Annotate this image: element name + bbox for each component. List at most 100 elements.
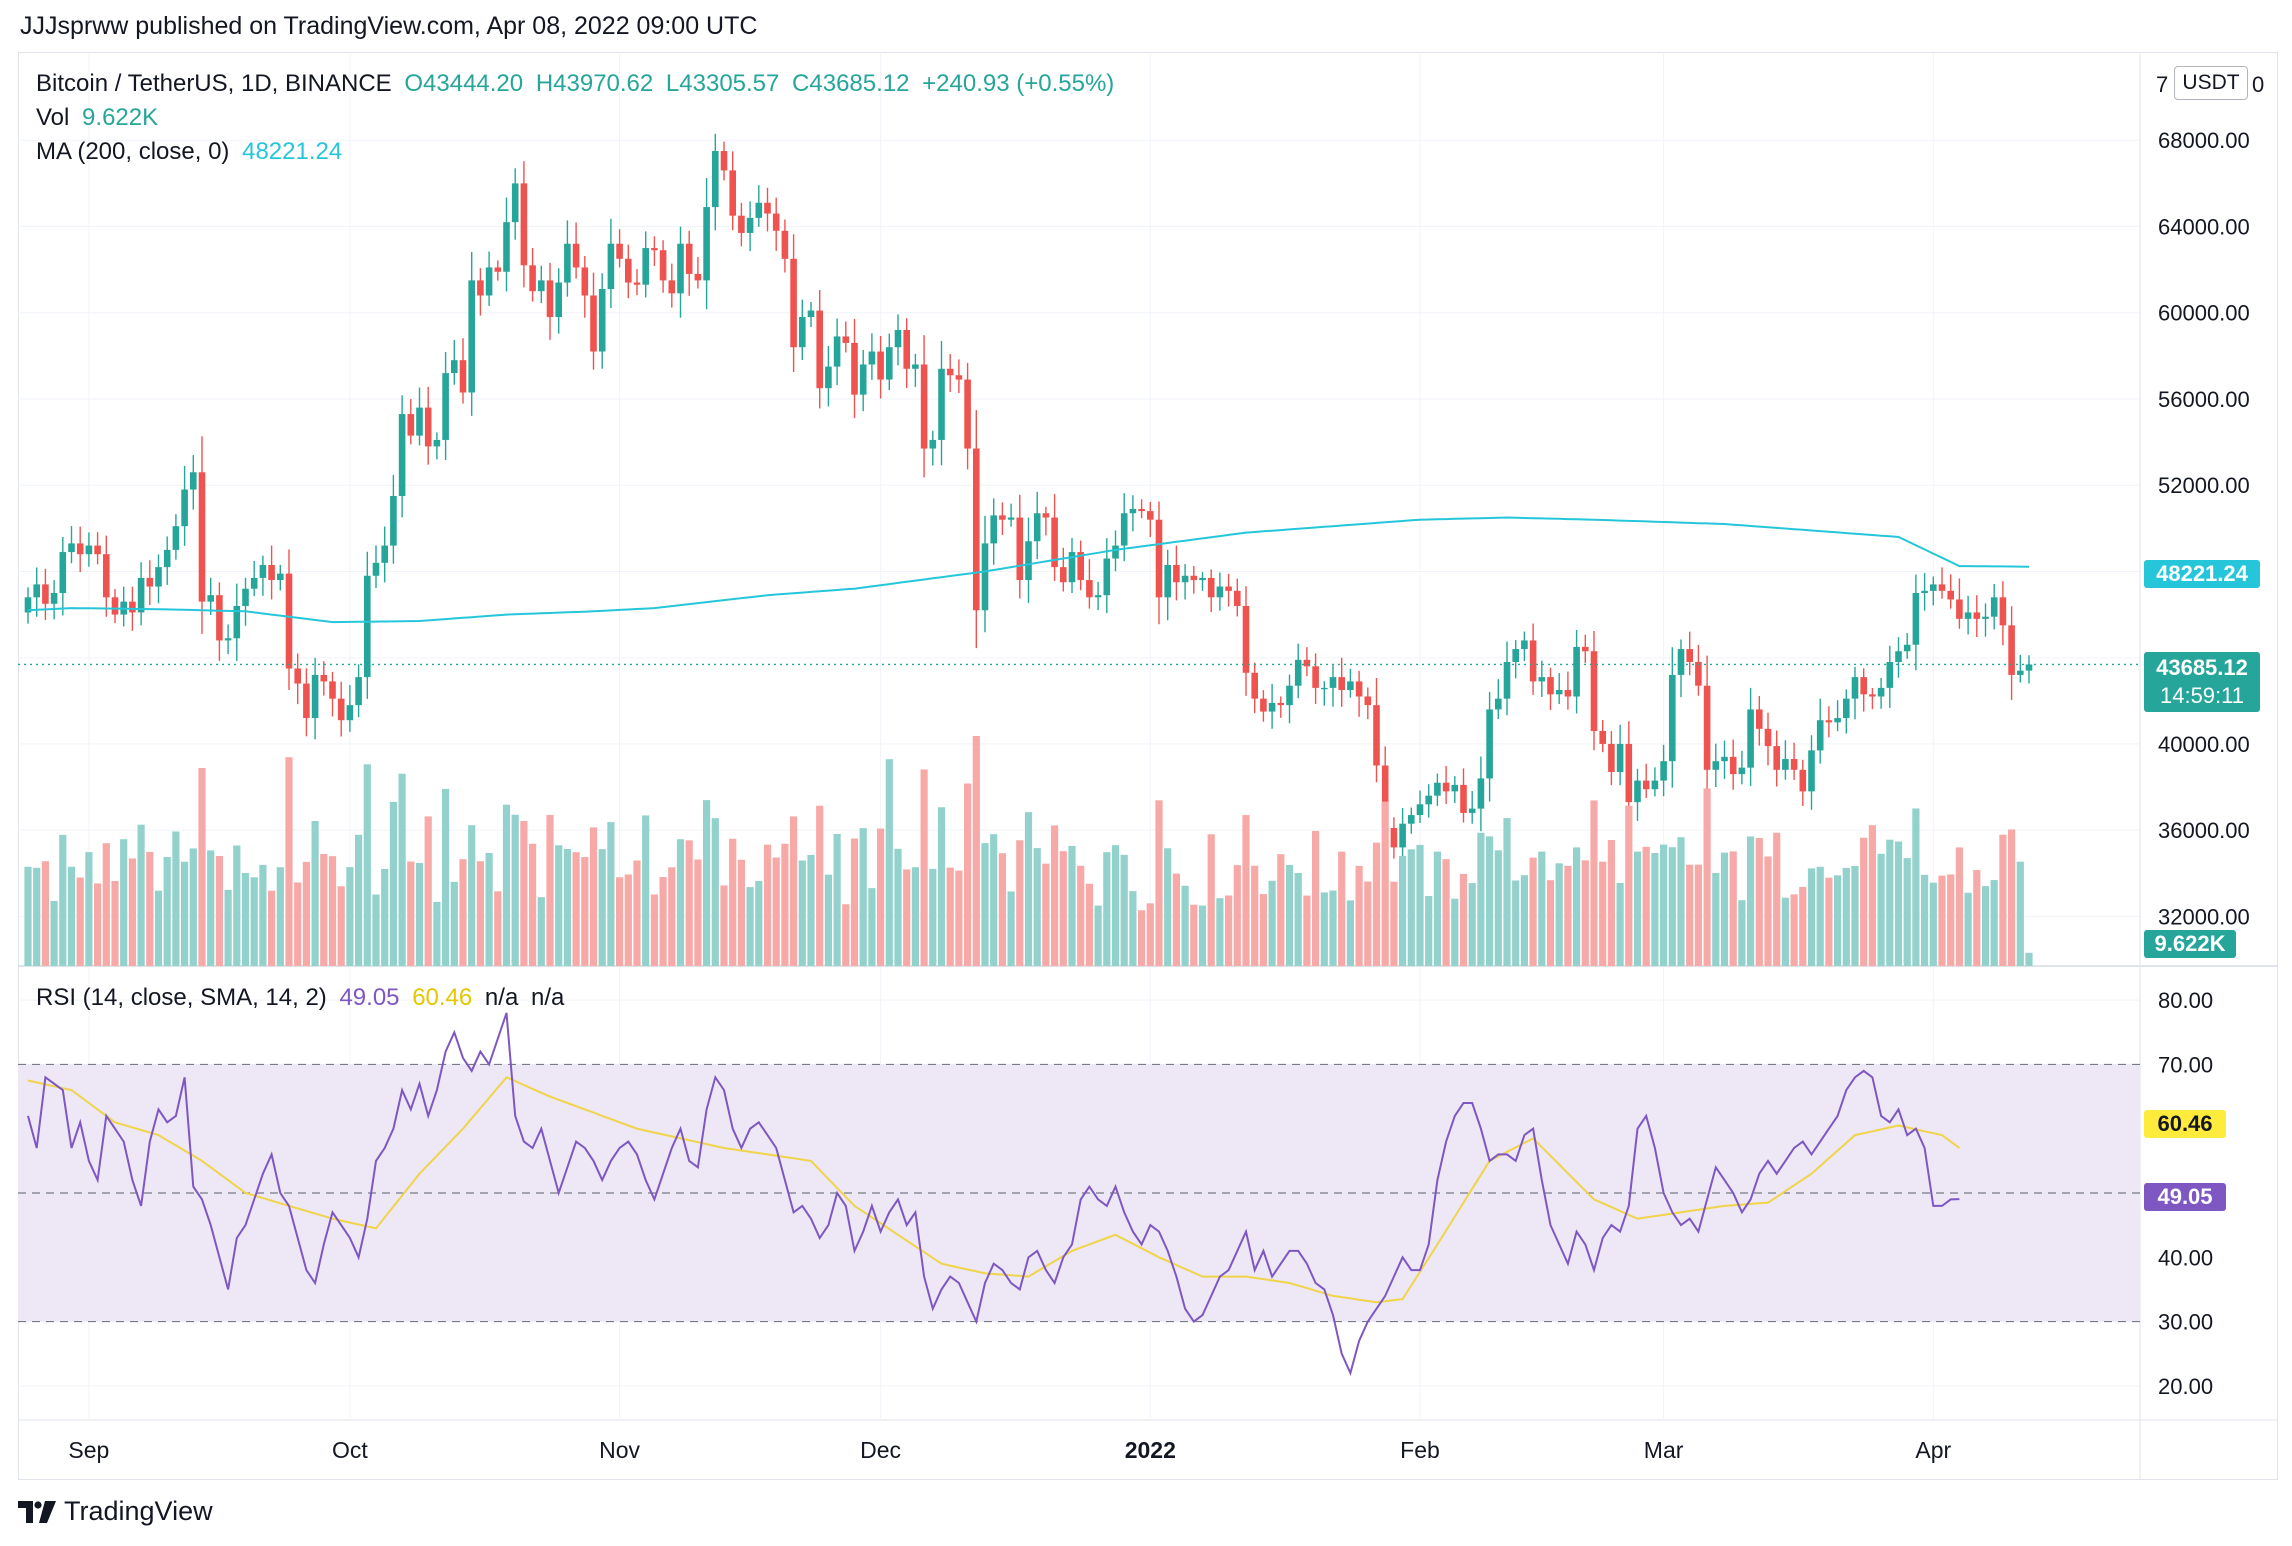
candle-body — [277, 573, 284, 581]
candle-body — [1321, 687, 1328, 690]
volume-bar — [1372, 842, 1381, 966]
volume-bar — [1964, 892, 1972, 966]
candle-body — [1025, 541, 1032, 581]
candle-body — [424, 407, 432, 447]
ma-value: 48221.24 — [242, 138, 343, 165]
candle-body — [555, 282, 562, 318]
candle-body — [329, 681, 336, 699]
volume-bar — [972, 736, 980, 966]
volume-bar — [320, 853, 328, 966]
volume-bar — [807, 854, 815, 966]
candle-body — [1364, 696, 1372, 706]
candle-body — [94, 545, 101, 555]
rsi-label: RSI (14, close, SMA, 14, 2) — [36, 984, 327, 1011]
volume-bar — [659, 877, 667, 966]
volume-bar — [781, 843, 789, 966]
rsi-value: 49.05 — [339, 984, 400, 1011]
volume-bar — [824, 874, 832, 966]
volume-bar — [1599, 861, 1607, 966]
candle-body — [807, 310, 815, 318]
tradingview-logo-icon — [18, 1500, 56, 1523]
candle-body — [1990, 597, 1998, 617]
rsi-tag: 49.05 — [2144, 1183, 2226, 1211]
volume-bar — [1225, 895, 1233, 966]
candle-body — [520, 183, 528, 266]
candle-body — [1825, 720, 1833, 723]
candle-body — [1555, 690, 1563, 695]
candle-body — [155, 567, 162, 587]
candle-body — [372, 562, 380, 576]
time-tick-label: Dec — [860, 1437, 901, 1463]
volume-bar — [1207, 834, 1215, 966]
ohlc-low: L43305.57 — [665, 70, 780, 97]
volume-bar — [1703, 788, 1711, 966]
ohlc-close: C43685.12 — [792, 70, 910, 97]
volume-bar — [259, 864, 267, 966]
candle-body — [1564, 690, 1572, 697]
volume-bar — [1181, 885, 1189, 966]
candle-body — [607, 243, 615, 290]
volume-bar — [1894, 841, 1903, 966]
candle-body — [1381, 765, 1389, 829]
bar-countdown: 14:59:11 — [2159, 683, 2244, 708]
volume-bar — [372, 894, 380, 966]
candle-body — [1869, 694, 1876, 697]
rsi-tick-label: 70.00 — [2158, 1052, 2213, 1077]
rsi-tick-label: 30.00 — [2158, 1310, 2213, 1335]
volume-bar — [642, 815, 650, 966]
candle-body — [833, 336, 841, 367]
tradingview-logo[interactable]: TradingView — [18, 1496, 213, 1527]
candle-body — [1756, 709, 1763, 729]
candle-body — [59, 552, 67, 594]
volume-bar — [485, 852, 493, 966]
candle-body — [990, 515, 997, 544]
candle-body — [346, 705, 354, 721]
candle-body — [503, 222, 510, 272]
candle-body — [146, 577, 154, 587]
volume-bar — [1686, 864, 1694, 966]
candle-body — [1260, 698, 1267, 712]
volume-bar — [311, 821, 319, 966]
candle-body — [1425, 795, 1432, 805]
volume-bar — [215, 856, 223, 966]
volume-bar — [2016, 861, 2024, 966]
volume-bar — [1529, 857, 1537, 966]
candle-body — [1521, 640, 1528, 650]
volume-bar — [929, 868, 937, 966]
currency-button[interactable]: USDT — [2174, 66, 2248, 100]
candle-body — [781, 230, 789, 259]
volume-bar — [1573, 847, 1581, 966]
volume-bar — [1077, 865, 1085, 966]
candle-body — [729, 170, 736, 216]
volume-bar — [842, 904, 850, 966]
volume-bar — [790, 816, 798, 966]
price-tick-label: 32000.00 — [2158, 904, 2250, 929]
candle-body — [1016, 517, 1024, 581]
candle-body — [207, 595, 214, 602]
candle-body — [529, 265, 536, 292]
volume-bar — [1329, 890, 1337, 966]
time-tick-label: Nov — [599, 1437, 640, 1463]
volume-bar — [67, 866, 76, 966]
volume-bar — [355, 834, 363, 966]
volume-bar — [1590, 800, 1598, 966]
volume-bar — [1233, 865, 1241, 966]
rsi-sma-tag: 60.46 — [2144, 1110, 2226, 1138]
candle-body — [938, 368, 945, 440]
candle-body — [886, 347, 893, 380]
volume-bar — [1442, 859, 1450, 966]
volume-bar — [1834, 875, 1842, 966]
volume-bar — [1973, 870, 1981, 966]
candle-body — [1086, 580, 1093, 598]
volume-bar — [720, 885, 728, 966]
volume-bar — [1633, 851, 1642, 966]
candle-body — [1434, 782, 1441, 796]
volume-bar — [1285, 864, 1294, 966]
volume-bar — [1451, 898, 1459, 966]
candle-body — [1703, 685, 1711, 770]
volume-bar — [407, 861, 415, 966]
price-tick-label: 40000.00 — [2158, 732, 2250, 757]
volume-bar — [877, 828, 885, 966]
candle-body — [303, 683, 310, 719]
